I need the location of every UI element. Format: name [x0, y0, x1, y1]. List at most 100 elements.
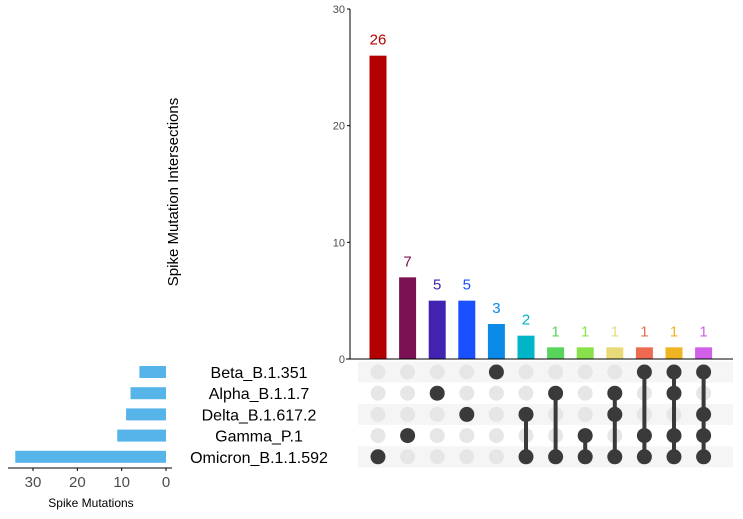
y-tick-label: 30: [333, 4, 345, 16]
set-size-bar: [15, 450, 167, 463]
matrix-dot-filled: [548, 385, 564, 401]
set-size-tick-label: 10: [113, 474, 130, 491]
set-label: Omicron_B.1.1.592: [190, 450, 328, 467]
matrix-dot-empty: [400, 406, 416, 422]
matrix-dot-empty: [400, 449, 416, 465]
set-label: Alpha_B.1.1.7: [209, 386, 310, 403]
intersection-bar: [517, 335, 535, 359]
intersection-bar: [576, 347, 594, 359]
set-size-tick-label: 0: [162, 474, 170, 491]
matrix-dot-empty: [370, 385, 386, 401]
y-tick-label: 10: [333, 237, 345, 249]
intersection-bar: [695, 347, 713, 359]
intersection-bars: 26 7 5 5 3 2 1 1 1 1 1 1: [369, 32, 713, 360]
matrix-dot-filled: [429, 385, 445, 401]
intersection-bar: [547, 347, 565, 359]
set-label: Delta_B.1.617.2: [202, 407, 317, 424]
set-size-tick-label: 30: [25, 474, 42, 491]
bar-value-label: 26: [370, 32, 387, 49]
intersection-bar: [487, 324, 505, 359]
matrix-dot-empty: [518, 385, 534, 401]
y-tick-label: 0: [339, 354, 345, 366]
bar-value-label: 1: [640, 323, 648, 340]
matrix-dot-filled: [636, 428, 652, 444]
matrix-dot-empty: [459, 428, 475, 444]
matrix-dot-empty: [488, 449, 504, 465]
bar-value-label: 1: [699, 323, 707, 340]
matrix-dot-filled: [636, 449, 652, 465]
intersection-bar: [428, 300, 446, 359]
matrix-dot-filled: [548, 449, 564, 465]
matrix-dot-empty: [518, 364, 534, 380]
set-labels: Beta_B.1.351 Alpha_B.1.1.7 Delta_B.1.617.2…: [190, 365, 328, 467]
matrix-dot-filled: [518, 449, 534, 465]
matrix-dot-filled: [666, 385, 682, 401]
set-size-tick-label: 20: [69, 474, 86, 491]
bar-value-label: 2: [522, 312, 530, 329]
matrix-dot-empty: [607, 364, 623, 380]
set-label: Beta_B.1.351: [211, 365, 308, 382]
set-label: Gamma_P.1: [215, 429, 303, 446]
matrix-dot-empty: [488, 428, 504, 444]
matrix-dot-filled: [577, 449, 593, 465]
matrix-dot-filled: [666, 364, 682, 380]
intersection-bar: [458, 300, 476, 359]
matrix-dot-empty: [459, 364, 475, 380]
matrix-dot-filled: [696, 364, 712, 380]
matrix-dot-filled: [459, 406, 475, 422]
matrix-dot-empty: [400, 385, 416, 401]
matrix-dot-empty: [429, 428, 445, 444]
matrix-dot-filled: [607, 406, 623, 422]
matrix-dot-empty: [370, 364, 386, 380]
matrix-dot-empty: [459, 449, 475, 465]
matrix-dot-empty: [429, 406, 445, 422]
matrix-dot-empty: [370, 406, 386, 422]
matrix-dot-filled: [666, 449, 682, 465]
set-size-bar: [139, 366, 166, 378]
intersection-y-axis: 0 10 20 30: [333, 4, 733, 366]
matrix-dot-filled: [636, 364, 652, 380]
matrix-dot-filled: [666, 428, 682, 444]
intersection-bar: [665, 347, 683, 359]
intersection-bar: [369, 55, 387, 360]
bar-value-label: 7: [403, 253, 411, 270]
matrix-dot-filled: [577, 428, 593, 444]
matrix-dot-empty: [459, 385, 475, 401]
bar-value-label: 3: [492, 300, 500, 317]
matrix-dot-empty: [577, 385, 593, 401]
y-tick-label: 20: [333, 121, 345, 133]
matrix-dot-filled: [370, 449, 386, 465]
set-size-bar: [117, 429, 166, 442]
set-size-bar: [130, 387, 166, 400]
intersection-bar: [606, 347, 624, 359]
matrix-dot-filled: [696, 406, 712, 422]
set-size-bar: [126, 408, 166, 421]
matrix-dot-empty: [488, 385, 504, 401]
set-size-x-axis-title: Spike Mutations: [48, 496, 133, 510]
bar-value-label: 5: [433, 277, 441, 294]
matrix-dot-empty: [370, 428, 386, 444]
bar-value-label: 1: [670, 323, 678, 340]
matrix-dot-filled: [488, 364, 504, 380]
matrix-dot-filled: [518, 406, 534, 422]
matrix-dot-empty: [400, 364, 416, 380]
bar-value-label: 1: [551, 323, 559, 340]
intersection-bar: [399, 277, 417, 359]
matrix-dot-empty: [548, 364, 564, 380]
matrix-dot-filled: [607, 449, 623, 465]
matrix-dot-filled: [607, 385, 623, 401]
set-size-bars: 30 20 10 0: [8, 366, 172, 491]
bar-value-label: 1: [611, 323, 619, 340]
matrix-dot-empty: [577, 364, 593, 380]
bar-value-label: 5: [463, 277, 471, 294]
matrix-dot-empty: [488, 406, 504, 422]
intersection-matrix: [370, 364, 712, 465]
matrix-dot-empty: [429, 449, 445, 465]
bar-value-label: 1: [581, 323, 589, 340]
matrix-dot-filled: [400, 428, 416, 444]
matrix-dot-empty: [577, 406, 593, 422]
matrix-dot-empty: [429, 364, 445, 380]
intersection-bar: [635, 347, 653, 359]
matrix-dot-filled: [696, 449, 712, 465]
